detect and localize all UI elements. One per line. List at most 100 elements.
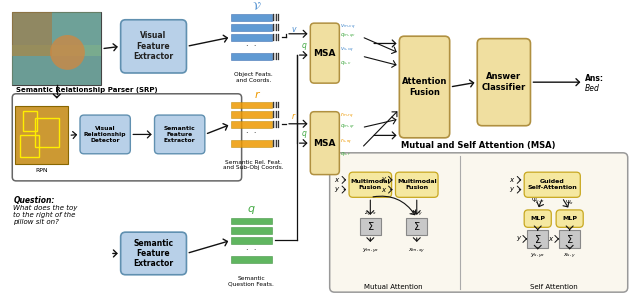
Text: Attention
Fusion: Attention Fusion (402, 77, 447, 97)
Text: Multimodal
Fusion: Multimodal Fusion (351, 179, 390, 190)
Bar (276, 53, 277, 60)
Bar (278, 111, 279, 118)
Bar (231, 34, 271, 41)
Bar (52, 12, 101, 56)
Text: Guided
Self-Attention: Guided Self-Attention (527, 179, 577, 190)
FancyBboxPatch shape (330, 153, 628, 292)
FancyBboxPatch shape (310, 112, 339, 175)
Text: $v_{m,vq}$: $v_{m,vq}$ (340, 22, 356, 31)
Bar (15, 106, 68, 165)
Text: $x$: $x$ (509, 176, 516, 184)
FancyBboxPatch shape (559, 230, 580, 248)
Text: $\Psi_{x}$: $\Psi_{x}$ (565, 198, 574, 207)
Bar (231, 218, 271, 225)
Bar (278, 53, 279, 60)
Text: $q$: $q$ (247, 204, 255, 216)
Text: $v$: $v$ (291, 25, 297, 34)
Text: Visual
Relationship
Detector: Visual Relationship Detector (84, 126, 127, 143)
Text: $\Sigma$: $\Sigma$ (413, 220, 420, 232)
FancyBboxPatch shape (349, 172, 392, 197)
Bar (231, 53, 271, 60)
Text: Answer
Classifier: Answer Classifier (482, 72, 526, 92)
FancyBboxPatch shape (154, 115, 205, 154)
Text: $\Sigma$: $\Sigma$ (566, 233, 573, 245)
FancyBboxPatch shape (556, 210, 583, 227)
Circle shape (50, 35, 85, 70)
Bar (276, 15, 277, 21)
Bar (276, 34, 277, 41)
Text: $\Sigma$: $\Sigma$ (534, 233, 541, 245)
Text: Self Attention: Self Attention (530, 285, 577, 290)
Text: $\Psi_{y,x}$: $\Psi_{y,x}$ (531, 197, 545, 207)
Text: Multimodal
Fusion: Multimodal Fusion (397, 179, 436, 190)
Text: $y_{s,yx}$: $y_{s,yx}$ (530, 252, 545, 261)
Text: ·  ·: · · (246, 42, 257, 51)
Text: Semantic Relationship Parser (SRP): Semantic Relationship Parser (SRP) (16, 87, 158, 93)
Bar (12, 45, 101, 85)
Text: Semantic Rel. Feat.
and Sub-Obj Coords.: Semantic Rel. Feat. and Sub-Obj Coords. (223, 159, 284, 170)
Bar (231, 237, 271, 244)
Text: $q_{m,qv}$: $q_{m,qv}$ (340, 32, 356, 41)
FancyBboxPatch shape (310, 23, 339, 83)
Bar (231, 256, 271, 263)
Bar (231, 121, 271, 128)
Text: $\Sigma$: $\Sigma$ (367, 220, 374, 232)
Text: $x_{s,y}$: $x_{s,y}$ (563, 252, 576, 261)
Text: $\mathcal{V}$: $\mathcal{V}$ (252, 1, 262, 12)
Text: $q$: $q$ (301, 129, 308, 140)
Text: $x$: $x$ (381, 186, 387, 194)
Text: Object Feats.
and Coords.: Object Feats. and Coords. (234, 72, 273, 83)
Text: $y$: $y$ (381, 176, 387, 184)
Text: RPN: RPN (35, 168, 48, 173)
Bar (12, 12, 101, 85)
Bar (276, 24, 277, 31)
Bar (276, 121, 277, 128)
Text: Semantic
Feature
Extractor: Semantic Feature Extractor (134, 238, 173, 268)
Text: $x_{m,xy}$: $x_{m,xy}$ (408, 247, 426, 256)
Text: $r_{m,rq}$: $r_{m,rq}$ (340, 111, 354, 121)
Bar (231, 227, 271, 234)
Text: Visual
Feature
Extractor: Visual Feature Extractor (134, 31, 173, 61)
FancyBboxPatch shape (360, 218, 381, 235)
FancyBboxPatch shape (121, 20, 186, 73)
Text: $v_{s,vq}$: $v_{s,vq}$ (340, 46, 354, 55)
Bar (276, 140, 277, 147)
Text: MSA: MSA (314, 139, 336, 148)
FancyBboxPatch shape (399, 36, 450, 138)
Bar (231, 111, 271, 118)
Text: Semantic
Question Feats.: Semantic Question Feats. (228, 276, 274, 287)
FancyBboxPatch shape (527, 230, 548, 248)
Text: $r$: $r$ (291, 111, 296, 121)
Text: ·  ·: · · (246, 246, 257, 255)
Text: $y$: $y$ (334, 185, 340, 194)
FancyBboxPatch shape (524, 172, 580, 197)
Text: $q_{s,r}$: $q_{s,r}$ (340, 151, 351, 159)
Text: $q_{s,v}$: $q_{s,v}$ (340, 59, 352, 67)
Text: Mutual Attention: Mutual Attention (364, 285, 423, 290)
Bar (231, 140, 271, 147)
Bar (231, 24, 271, 31)
Bar (278, 24, 279, 31)
Bar (278, 34, 279, 41)
Text: What does the toy
to the right of the
pillow sit on?: What does the toy to the right of the pi… (13, 205, 77, 225)
Text: Bed: Bed (585, 84, 600, 94)
FancyBboxPatch shape (80, 115, 131, 154)
Bar (35, 118, 59, 147)
Text: MLP: MLP (530, 216, 545, 221)
FancyBboxPatch shape (524, 210, 551, 227)
Text: $z_{y,x}$: $z_{y,x}$ (364, 210, 377, 219)
Text: ·  ·: · · (246, 129, 257, 138)
Bar (231, 15, 271, 21)
Text: $z_{x,y}$: $z_{x,y}$ (410, 210, 423, 219)
Bar (278, 102, 279, 108)
Text: MLP: MLP (562, 216, 577, 221)
Bar (276, 102, 277, 108)
Text: $y$: $y$ (509, 185, 516, 194)
Text: Mutual and Self Attention (MSA): Mutual and Self Attention (MSA) (401, 141, 556, 150)
Text: $x$: $x$ (334, 176, 340, 184)
Bar (278, 15, 279, 21)
Text: MSA: MSA (314, 49, 336, 58)
FancyBboxPatch shape (121, 232, 186, 275)
Bar (12, 12, 52, 56)
Bar (278, 140, 279, 147)
